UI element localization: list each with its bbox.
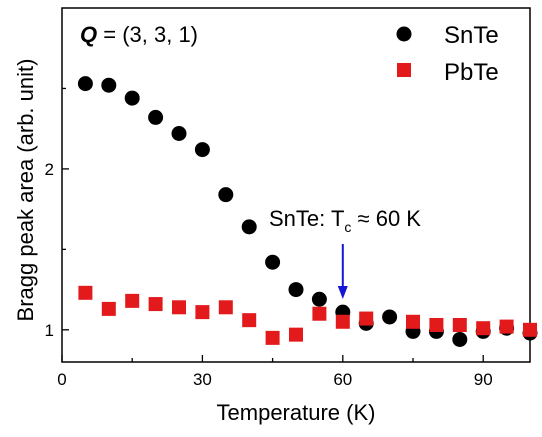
tc-arrow [337, 244, 348, 299]
x-tick-label: 30 [193, 370, 212, 389]
point-snte [265, 254, 281, 270]
point-pbte [125, 293, 140, 308]
point-pbte [452, 317, 467, 332]
legend-pbte-marker [397, 63, 411, 77]
point-pbte [265, 330, 280, 345]
point-pbte [312, 306, 327, 321]
plot-frame [61, 7, 531, 363]
point-pbte [242, 313, 257, 328]
point-pbte [101, 301, 116, 316]
legend: SnTe PbTe [396, 22, 499, 86]
point-snte [194, 142, 210, 158]
point-snte [77, 76, 93, 92]
x-tick-label: 90 [474, 370, 493, 389]
point-pbte [335, 314, 350, 329]
point-snte [124, 90, 140, 106]
axis-ticks [61, 87, 484, 362]
point-pbte [218, 300, 233, 315]
point-pbte [78, 285, 93, 300]
point-pbte [429, 317, 444, 332]
y-tick-label: 2 [45, 160, 54, 179]
data-markers [77, 76, 538, 347]
tc-annotation: SnTe: Tc ≈ 60 K [269, 206, 421, 235]
point-snte [101, 77, 117, 93]
legend-pbte-label: PbTe [444, 59, 499, 86]
tick-labels: 0 30 60 90 1 2 [45, 160, 493, 389]
point-pbte [523, 322, 537, 337]
y-axis-title: Bragg peak area (arb. unit) [13, 59, 38, 322]
point-snte [452, 331, 468, 347]
x-tick-label: 0 [57, 370, 66, 389]
point-pbte [476, 321, 491, 336]
point-snte [171, 126, 187, 142]
x-axis-title: Temperature (K) [217, 400, 376, 425]
point-pbte [406, 314, 420, 329]
point-snte [288, 282, 304, 298]
point-pbte [289, 327, 303, 342]
q-vector-label: Q = (3, 3, 1) [80, 22, 198, 47]
tc-arrow-head [337, 286, 348, 299]
point-snte [311, 291, 327, 307]
point-pbte [499, 319, 514, 334]
point-snte [382, 309, 398, 325]
point-pbte [148, 297, 163, 312]
x-tick-label: 60 [333, 370, 352, 389]
point-snte [218, 187, 234, 203]
point-pbte [172, 300, 186, 315]
legend-sntet-marker [396, 26, 412, 42]
point-pbte [195, 305, 210, 320]
point-snte [148, 109, 164, 125]
legend-sntet-label: SnTe [444, 22, 499, 49]
y-tick-label: 1 [45, 321, 54, 340]
point-snte [241, 219, 257, 235]
point-pbte [359, 311, 374, 326]
